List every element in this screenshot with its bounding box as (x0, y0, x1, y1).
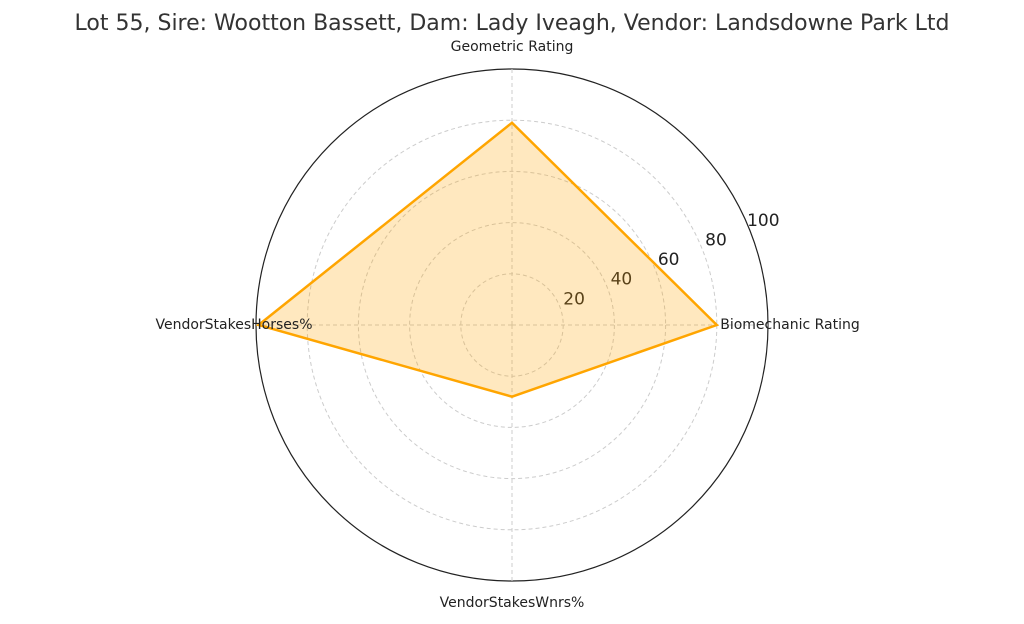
category-label: VendorStakesWnrs% (440, 595, 585, 611)
radar-area (255, 121, 720, 398)
chart-title: Lot 55, Sire: Wootton Bassett, Dam: Lady… (75, 11, 950, 36)
category-label: Geometric Rating (451, 39, 574, 55)
category-label: Biomechanic Rating (720, 317, 860, 333)
grid-circle (409, 222, 615, 428)
grid-circle (357, 170, 667, 480)
r-tick-label: 100 (747, 211, 779, 231)
r-tick-label: 60 (658, 250, 680, 270)
r-tick-label: 40 (611, 270, 633, 290)
category-label: VendorStakesHorses% (155, 317, 312, 333)
r-tick-label: 20 (563, 289, 585, 309)
r-tick-label: 80 (705, 231, 727, 251)
